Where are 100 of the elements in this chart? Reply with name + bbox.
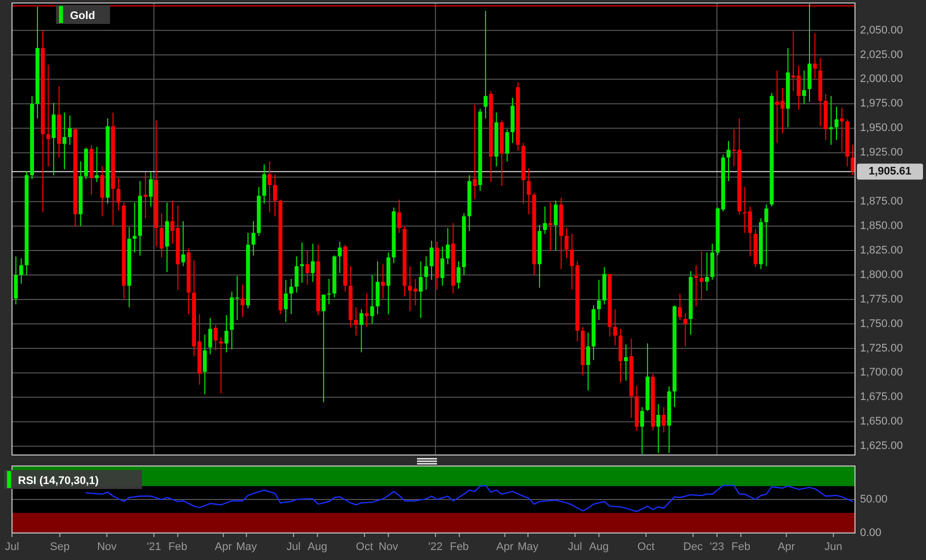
candlestick [554,200,558,252]
candlestick [354,306,358,336]
candlestick [678,293,682,320]
x-tick-label: Feb [168,541,188,553]
y-tick-label: 1,625.00 [860,440,903,452]
candlestick [381,264,385,299]
candlestick [364,293,369,328]
text: Gold [70,10,96,22]
y-tick-label: 2,050.00 [860,24,903,36]
candlestick [440,246,444,286]
candlestick [322,294,326,403]
x-tick-label: Oct [356,541,374,553]
x-tick-label: Jul [286,541,301,553]
candlestick [802,70,806,104]
x-tick-label: Apr [778,541,796,553]
candlestick [327,278,331,305]
x-tick-label: Feb [731,541,750,553]
candlestick [305,250,310,286]
candlestick [430,240,434,280]
candlestick [68,115,72,146]
candlestick [526,168,531,215]
candlestick [796,65,801,110]
candlestick [656,404,660,454]
candlestick [160,212,164,258]
candlestick [224,314,228,353]
candlestick [726,140,730,182]
candlestick [596,279,601,320]
candlestick [456,260,461,290]
candlestick [14,256,18,305]
candlestick [397,199,402,234]
candlestick [683,312,688,347]
y-tick-label: 1,700.00 [860,366,903,379]
candlestick [694,264,698,307]
candlestick [548,202,552,252]
x-tick-label: May [518,541,539,553]
x-tick-label: Aug [308,541,328,553]
candlestick [132,202,137,253]
candlestick [850,144,855,176]
candlestick [19,258,24,284]
x-tick-label: Jul [568,541,582,553]
x-tick-label: '23 [710,541,724,553]
candlestick [46,64,50,167]
y-tick-label: 1,725.00 [860,342,903,354]
candlestick [624,344,628,382]
candlestick [791,30,796,92]
y-tick-label: 1,675.00 [860,391,903,404]
x-tick-label: Dec [683,541,704,553]
candlestick [640,406,644,455]
candlestick [116,178,120,211]
candlestick [52,102,56,176]
candlestick [62,112,66,170]
candlestick [812,32,817,79]
candlestick [370,274,374,324]
candlestick [94,146,99,183]
x-tick-label: Nov [378,541,399,553]
candlestick [208,318,212,355]
x-tick-label: Jul [4,541,20,553]
candlestick [262,164,266,204]
candlestick [202,334,207,395]
candlestick [834,106,838,140]
candlestick [300,242,304,284]
y-tick-label: 1,800.00 [860,268,903,281]
x-tick-label: Feb [450,541,469,553]
x-tick-label: Nov [97,541,118,553]
x-tick-label: '21 [146,541,162,553]
candlestick [289,278,294,315]
candlestick [273,174,277,217]
x-tick-label: Sep [50,541,70,553]
y-tick-label: 1,825.00 [860,244,903,256]
candlestick [424,256,428,290]
candlestick [359,308,364,353]
y-tick-label: 50.00 [860,493,888,506]
ref-line-label: 1,905.61 [868,166,912,178]
y-tick-label: 1,650.00 [860,416,903,428]
candlestick [840,107,844,152]
candlestick [472,104,477,200]
candlestick [214,324,218,351]
y-tick-label: 1,850.00 [860,220,903,232]
x-tick-label: Oct [637,541,655,553]
y-tick-label: 1,975.00 [860,98,903,110]
y-tick-label: 1,750.00 [860,318,903,330]
y-tick-label: 1,775.00 [860,293,903,306]
candlestick [148,172,153,207]
text: RSI (14,70,30,1) [18,475,100,487]
candlestick [268,160,272,213]
y-tick-label: 1,925.00 [860,146,903,159]
candlestick [505,128,510,162]
line-series [85,484,854,512]
y-tick-label: 0.00 [860,526,882,539]
candlestick [484,10,488,119]
candlestick [564,228,568,259]
x-tick-label: May [236,541,258,553]
candlestick [338,241,342,274]
candlestick [251,220,256,256]
y-tick-label: 2,000.00 [860,73,903,86]
candlestick [704,252,709,292]
x-tick-label: Jun [824,541,842,553]
candlestick [219,337,223,394]
candlestick [294,256,299,294]
y-tick-label: 1,875.00 [860,196,903,208]
